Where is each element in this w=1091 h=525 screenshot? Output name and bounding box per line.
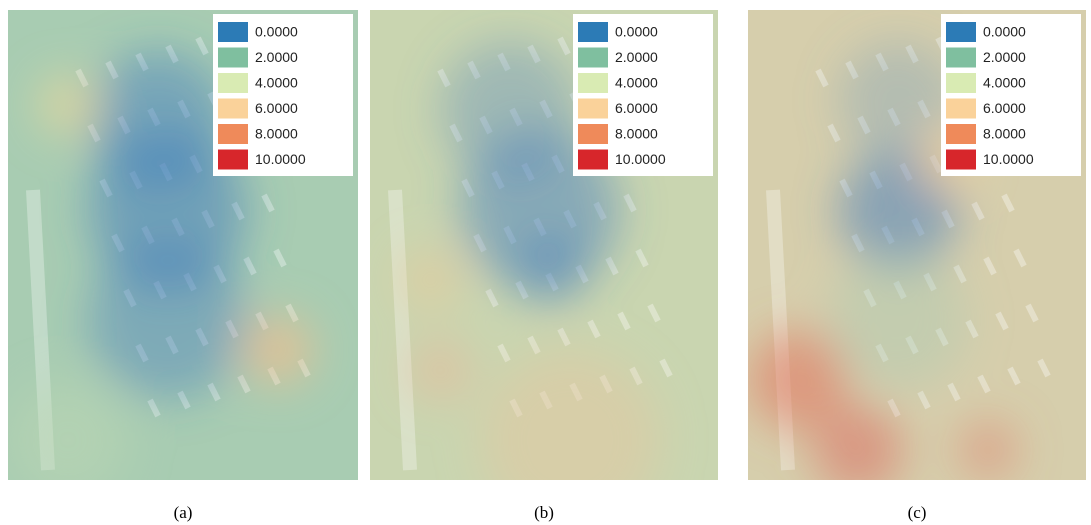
heat-blob (958, 420, 1018, 480)
legend-swatch (578, 99, 608, 119)
heatmap-panel: 0.0000 2.0000 4.0000 6.0000 8.0000 10.0000 (8, 10, 358, 480)
legend-label: 8.0000 (983, 126, 1026, 142)
heat-blob (88, 240, 248, 400)
heat-blob (828, 250, 968, 390)
panel-caption: (b) (514, 503, 574, 523)
legend-label: 10.0000 (983, 151, 1034, 167)
heat-blob (243, 315, 313, 385)
legend-swatch (578, 150, 608, 170)
legend-label: 10.0000 (615, 151, 666, 167)
legend-swatch (946, 73, 976, 93)
legend-swatch (946, 48, 976, 68)
legend-swatch (578, 124, 608, 144)
legend-label: 6.0000 (983, 100, 1026, 116)
figure: 0.0000 2.0000 4.0000 6.0000 8.0000 10.0000 (a)… (0, 0, 1091, 525)
panel-caption: (c) (887, 503, 947, 523)
legend-swatch (218, 22, 248, 42)
legend-swatch (946, 22, 976, 42)
legend-swatch (946, 99, 976, 119)
legend-label: 10.0000 (255, 151, 306, 167)
heat-blob (515, 235, 585, 305)
legend-label: 2.0000 (983, 49, 1026, 65)
legend-label: 4.0000 (983, 75, 1026, 91)
legend-label: 0.0000 (615, 24, 658, 40)
legend-label: 4.0000 (615, 75, 658, 91)
legend-label: 6.0000 (255, 100, 298, 116)
legend-swatch (578, 73, 608, 93)
legend-label: 8.0000 (615, 126, 658, 142)
legend-label: 8.0000 (255, 126, 298, 142)
heat-blob (410, 340, 470, 400)
legend-label: 2.0000 (615, 49, 658, 65)
legend-label: 2.0000 (255, 49, 298, 65)
heat-blob (400, 250, 460, 310)
legend-label: 6.0000 (615, 100, 658, 116)
legend-swatch (946, 124, 976, 144)
heatmap-panel: 0.0000 2.0000 4.0000 6.0000 8.0000 10.0000 (748, 10, 1086, 480)
legend-label: 0.0000 (255, 24, 298, 40)
legend-swatch (218, 73, 248, 93)
legend-label: 0.0000 (983, 24, 1026, 40)
legend-swatch (578, 22, 608, 42)
legend-swatch (218, 150, 248, 170)
panel-caption: (a) (153, 503, 213, 523)
legend-swatch (218, 124, 248, 144)
heat-blob (38, 75, 98, 135)
heatmap-panel: 0.0000 2.0000 4.0000 6.0000 8.0000 10.0000 (370, 10, 718, 480)
legend-swatch (218, 48, 248, 68)
legend-swatch (946, 150, 976, 170)
legend-swatch (218, 99, 248, 119)
legend-label: 4.0000 (255, 75, 298, 91)
legend-swatch (578, 48, 608, 68)
